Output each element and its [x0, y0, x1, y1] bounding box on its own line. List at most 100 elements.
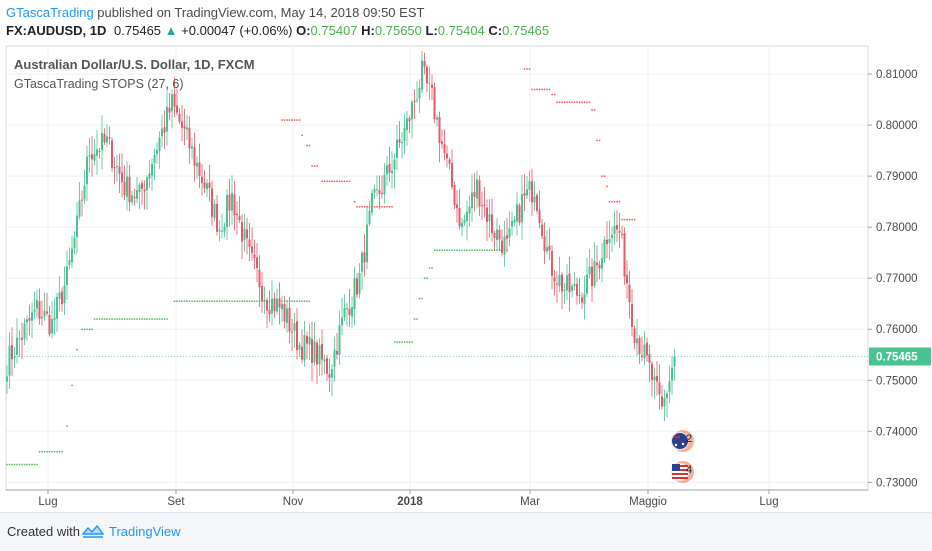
stop-dot	[146, 318, 148, 320]
candle-body	[613, 225, 616, 234]
candle-body	[551, 251, 553, 276]
author-link[interactable]: GTascaTrading	[6, 5, 94, 20]
price-chart[interactable]: 0.73000 0.74000 0.75000 0.76000 0.77000 0.780…	[0, 0, 932, 512]
symbol-label: FX:AUDUSD, 1D	[6, 23, 107, 38]
candle-body	[276, 298, 278, 312]
candle-body	[278, 298, 281, 308]
candle-body	[663, 398, 666, 407]
stop-dot	[623, 218, 626, 221]
stop-dot	[158, 318, 161, 320]
candle-body	[383, 174, 386, 195]
candle-body	[533, 196, 536, 203]
stop-dot	[38, 451, 41, 453]
candle-body	[288, 307, 291, 332]
candle-body	[508, 228, 511, 238]
candle-body	[131, 195, 133, 203]
candle-body	[268, 309, 271, 315]
candle-body	[453, 185, 456, 206]
candle-body	[43, 310, 46, 317]
candle-body	[426, 67, 428, 84]
stop-dot	[98, 318, 101, 320]
stop-dot	[161, 318, 163, 320]
indicator-title[interactable]: GTascaTrading STOPS (27, 6)	[14, 77, 184, 91]
candle-body	[341, 317, 343, 326]
stop-dot	[433, 249, 436, 251]
candle-body	[523, 192, 526, 196]
chart-grid	[5, 45, 869, 491]
stop-dot	[556, 101, 558, 103]
candle-body	[36, 299, 38, 309]
candle-body	[266, 300, 268, 311]
candle-body	[61, 291, 63, 305]
stop-dot	[471, 249, 473, 251]
stop-dot	[208, 300, 211, 302]
candle-body	[348, 308, 351, 316]
candle-body	[496, 229, 498, 241]
stop-dot	[16, 463, 18, 466]
stop-dot	[166, 318, 168, 320]
stop-dot	[36, 463, 38, 466]
stop-dot	[438, 249, 441, 251]
candle-body	[201, 176, 203, 184]
y-tick-label: 0.74000	[876, 426, 918, 438]
x-tick-label: Mar	[520, 496, 540, 508]
tradingview-brand-link[interactable]: TradingView	[109, 524, 181, 539]
last-price: 0.75465	[114, 23, 162, 38]
stop-dot	[53, 451, 56, 453]
stop-dot	[323, 180, 326, 183]
candle-body	[526, 189, 528, 196]
candle-body	[211, 188, 213, 217]
candle-body	[41, 316, 43, 318]
stop-dot	[458, 249, 461, 251]
candle-body	[373, 188, 376, 193]
stop-dot	[248, 300, 251, 302]
candle-body	[596, 262, 598, 266]
candle-body	[326, 358, 328, 374]
change-value: +0.00047 (+0.06%)	[181, 23, 293, 38]
stop-dot	[88, 328, 91, 331]
candle-body	[403, 128, 406, 142]
candle-body	[441, 141, 443, 144]
candle-body	[646, 342, 648, 356]
candle-body	[478, 180, 481, 207]
price-axis[interactable]: 0.73000 0.74000 0.75000 0.76000 0.77000 0.780…	[6, 69, 931, 489]
stop-dot	[211, 300, 213, 302]
candle-body	[598, 264, 601, 269]
stop-dot	[353, 200, 356, 203]
event-markers[interactable]: 24	[671, 430, 695, 483]
stop-dot	[71, 384, 73, 387]
stop-dot	[431, 267, 433, 269]
stop-dot	[293, 119, 296, 121]
candle-body	[226, 194, 228, 228]
stop-dot	[301, 134, 303, 137]
candle-body	[366, 224, 368, 262]
australia-flag-icon[interactable]: 2	[671, 430, 695, 452]
stop-dot	[481, 249, 483, 251]
candle-body	[46, 311, 48, 314]
high-value: 0.75650	[374, 23, 422, 38]
candle-body	[256, 257, 258, 268]
time-axis[interactable]: Lug Set Nov 2018 Mar Maggio Lug	[6, 489, 868, 508]
stop-dot	[546, 88, 548, 91]
last-price-tag-label: 0.75465	[876, 352, 918, 364]
tradingview-logo-icon[interactable]	[82, 522, 104, 540]
candle-body	[38, 301, 41, 319]
usa-flag-icon[interactable]: 4	[671, 461, 695, 483]
stop-dot	[306, 144, 308, 147]
candle-body	[93, 154, 96, 161]
candle-body	[126, 176, 128, 197]
stop-dot	[106, 318, 108, 320]
candle-body	[421, 60, 423, 90]
candle-body	[666, 393, 668, 399]
candle-body	[183, 126, 186, 129]
candle-body	[88, 155, 91, 157]
stop-dot	[118, 318, 121, 320]
candle-body	[273, 298, 276, 312]
candle-body	[361, 252, 363, 272]
candle-body	[571, 286, 573, 291]
candle-body	[321, 343, 323, 360]
candle-body	[233, 194, 236, 216]
candle-body	[31, 312, 33, 321]
stop-dot	[301, 300, 303, 302]
stop-dot	[128, 318, 131, 320]
